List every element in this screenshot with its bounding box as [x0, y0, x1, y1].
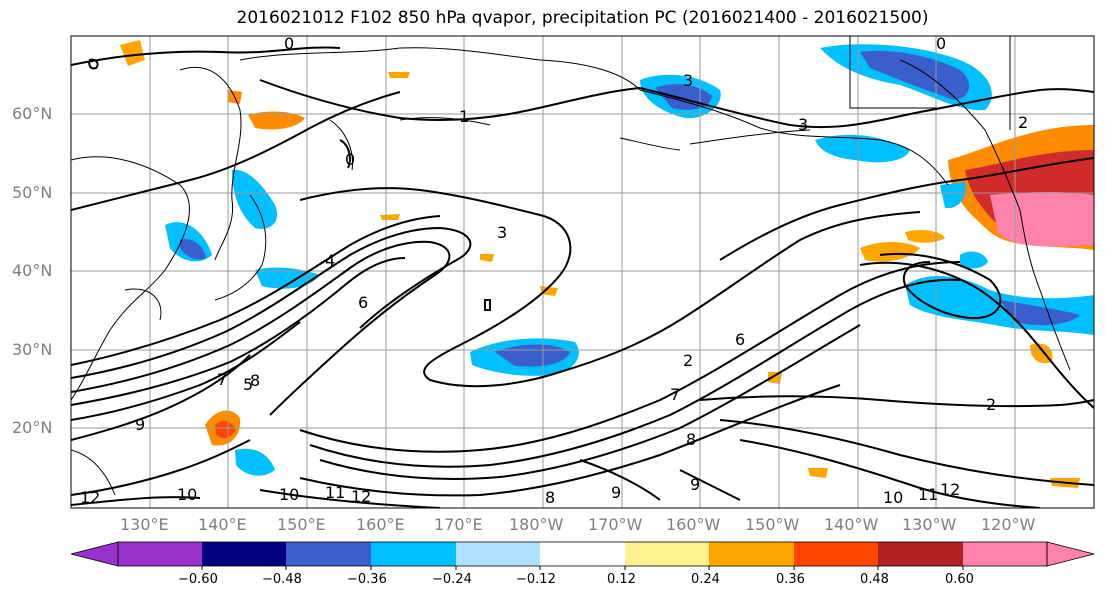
contour-label: 2 — [986, 395, 996, 414]
contour-label: 9 — [135, 415, 145, 434]
colorbar-tick-label: 0.60 — [945, 572, 974, 587]
contour-label: 11 — [325, 483, 345, 502]
colorbar-swatch — [456, 542, 540, 566]
lon-label: 160°W — [666, 515, 721, 534]
colorbar-tick-label: −0.24 — [432, 572, 472, 587]
colorbar-swatch — [540, 542, 625, 566]
colorbar-swatch — [371, 542, 456, 566]
lon-label: 140°W — [824, 515, 879, 534]
lon-label: 150°W — [745, 515, 800, 534]
contour-label: 5 — [243, 375, 253, 394]
colorbar-swatch — [625, 542, 709, 566]
contour-label: 4 — [325, 251, 335, 270]
colorbar-tick-label: 0.48 — [860, 572, 889, 587]
lon-label: 160°E — [356, 515, 405, 534]
colorbar-tick-label: 0.36 — [776, 572, 805, 587]
contour-label: 2 — [1018, 113, 1028, 132]
colorbar-swatch — [963, 542, 1047, 566]
colorbar-swatch — [794, 542, 878, 566]
contour-label: 1 — [459, 107, 469, 126]
colorbar-tick-label: −0.12 — [516, 572, 556, 587]
contour-label: 8 — [686, 430, 696, 449]
lat-label: 20°N — [12, 418, 53, 437]
contour-label: 10 — [177, 485, 197, 504]
contour-label: 12 — [351, 487, 371, 506]
contour-label: 10 — [279, 485, 299, 504]
lon-label: 170°W — [588, 515, 643, 534]
map-title: 2016021012 F102 850 hPa qvapor, precipit… — [236, 8, 929, 28]
contour-label: 9 — [690, 475, 700, 494]
colorbar-tick-label: 0.24 — [691, 572, 720, 587]
contour-label: 3 — [683, 71, 693, 90]
contour-label: 0 — [345, 150, 355, 169]
contour-label: 0 — [284, 34, 294, 53]
colorbar-swatch — [709, 542, 794, 566]
contour-label: 10 — [883, 488, 903, 507]
lat-label: 60°N — [12, 104, 53, 123]
contour-label: 12 — [940, 480, 960, 499]
colorbar-swatch — [286, 542, 371, 566]
colorbar — [70, 541, 1095, 570]
colorbar-tick-label: 0.12 — [607, 572, 636, 587]
lon-label: 170°E — [434, 515, 483, 534]
plot-frame — [70, 35, 1095, 509]
contour-label: 7 — [670, 385, 680, 404]
contour-label: 6 — [358, 293, 368, 312]
lon-label: 130°E — [120, 515, 169, 534]
contour-label: 0 — [936, 34, 946, 53]
contour-label: 8 — [250, 371, 260, 390]
colorbar-swatch — [878, 542, 963, 566]
contour-label: 3 — [497, 223, 507, 242]
contour-label: 11 — [918, 485, 938, 504]
coastlines — [71, 36, 1071, 496]
contour-label: 8 — [545, 488, 555, 507]
colorbar-swatch — [118, 542, 202, 566]
colorbar-extend-low — [70, 541, 119, 567]
lon-label: 140°E — [198, 515, 247, 534]
contour-label: 12 — [80, 488, 100, 507]
lon-label: 130°W — [902, 515, 957, 534]
colorbar-extend-high — [1046, 541, 1095, 567]
lat-label: 50°N — [12, 183, 53, 202]
colorbar-tick-label: −0.60 — [178, 572, 218, 587]
contour-label: 2 — [683, 351, 693, 370]
lon-label: 120°W — [981, 515, 1036, 534]
qvapor-contours — [71, 46, 1094, 508]
contour-label: 6 — [735, 330, 745, 349]
contour-labels: 0 0 0 1 2 2 2 3 3 3 4 5 6 6 7 7 8 8 8 9 … — [80, 34, 1028, 507]
colorbar-tick-label: −0.48 — [262, 572, 302, 587]
lon-label: 150°E — [277, 515, 326, 534]
contour-label: 3 — [798, 115, 808, 134]
contour-label: 9 — [611, 483, 621, 502]
colorbar-tick-label: −0.36 — [347, 572, 387, 587]
lat-label: 40°N — [12, 261, 53, 280]
contour-label: 7 — [217, 370, 227, 389]
colorbar-swatch — [202, 542, 286, 566]
lon-label: 180°W — [509, 515, 564, 534]
lat-label: 30°N — [12, 340, 53, 359]
